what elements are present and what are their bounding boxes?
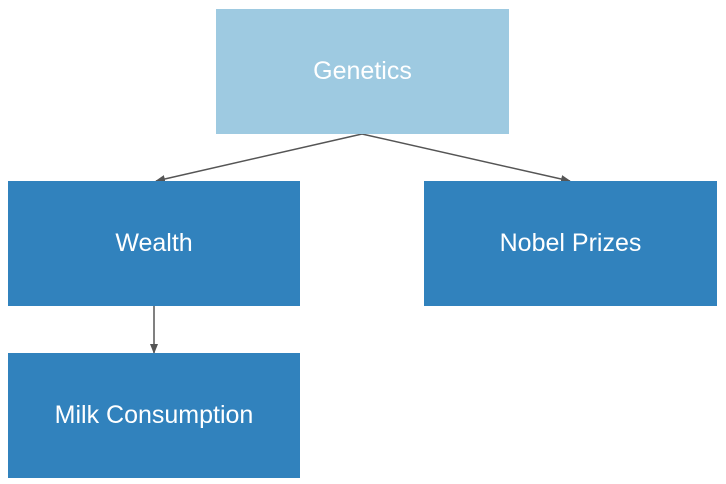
node-nobel-prizes-label: Nobel Prizes [499, 229, 642, 257]
node-wealth-label: Wealth [115, 229, 193, 257]
node-milk-consumption-label: Milk Consumption [54, 401, 254, 429]
node-wealth: Wealth [8, 181, 300, 306]
node-milk-consumption: Milk Consumption [8, 353, 300, 478]
edge-genetics-to-wealth [155, 133, 363, 183]
node-genetics-label: Genetics [313, 57, 412, 85]
node-genetics: Genetics [216, 9, 509, 134]
edge-genetics-to-nobel-prizes [361, 133, 571, 183]
node-nobel-prizes: Nobel Prizes [424, 181, 717, 306]
